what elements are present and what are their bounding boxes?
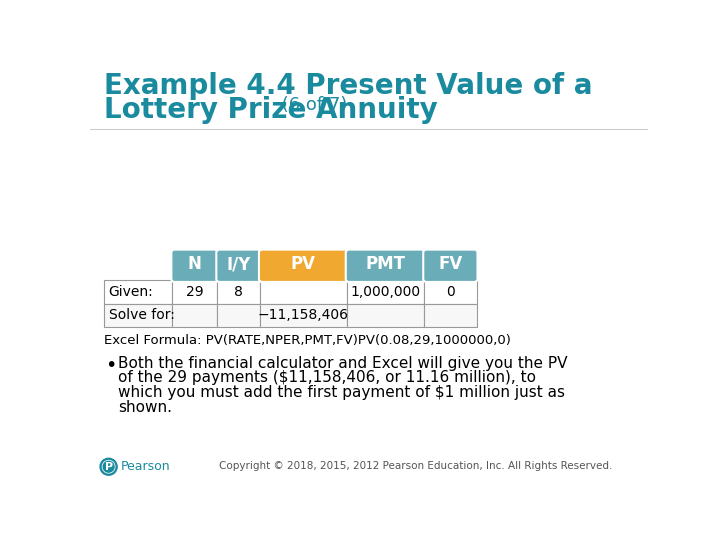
Circle shape <box>100 458 117 475</box>
Text: which you must add the first payment of $1 million just as: which you must add the first payment of … <box>118 385 565 400</box>
Text: 8: 8 <box>234 285 243 299</box>
Text: of the 29 payments ($11,158,406, or 11.16 million), to: of the 29 payments ($11,158,406, or 11.1… <box>118 370 536 386</box>
Text: 29: 29 <box>186 285 204 299</box>
Text: Excel Formula: PV(RATE,NPER,PMT,FV)PV(0.08,29,1000000,0): Excel Formula: PV(RATE,NPER,PMT,FV)PV(0.… <box>104 334 510 347</box>
Bar <box>346 280 424 303</box>
Circle shape <box>102 461 114 473</box>
Text: PV: PV <box>291 255 315 273</box>
Bar <box>260 303 346 327</box>
Text: •: • <box>106 356 117 375</box>
Text: Pearson: Pearson <box>121 460 171 473</box>
Bar <box>172 280 217 303</box>
FancyBboxPatch shape <box>171 249 218 282</box>
Text: Solve for:: Solve for: <box>109 308 174 322</box>
Text: Copyright © 2018, 2015, 2012 Pearson Education, Inc. All Rights Reserved.: Copyright © 2018, 2015, 2012 Pearson Edu… <box>219 461 612 471</box>
Text: shown.: shown. <box>118 400 172 415</box>
Text: Example 4.4 Present Value of a: Example 4.4 Present Value of a <box>104 72 593 100</box>
Bar <box>172 303 217 327</box>
Circle shape <box>103 461 114 472</box>
Bar <box>217 303 260 327</box>
Text: −11,158,406: −11,158,406 <box>258 308 348 322</box>
Text: Both the financial calculator and Excel will give you the PV: Both the financial calculator and Excel … <box>118 356 567 371</box>
FancyBboxPatch shape <box>259 249 347 282</box>
Bar <box>104 303 172 327</box>
Bar <box>260 280 346 303</box>
Bar <box>217 280 260 303</box>
Text: (6 of 7): (6 of 7) <box>276 96 347 113</box>
Text: 1,000,000: 1,000,000 <box>350 285 420 299</box>
Text: FV: FV <box>438 255 462 273</box>
FancyBboxPatch shape <box>346 249 425 282</box>
Text: Given:: Given: <box>109 285 153 299</box>
FancyBboxPatch shape <box>423 249 477 282</box>
Text: Lottery Prize Annuity: Lottery Prize Annuity <box>104 96 438 124</box>
Text: N: N <box>188 255 202 273</box>
Bar <box>346 303 424 327</box>
Text: P: P <box>104 462 112 472</box>
Text: PMT: PMT <box>365 255 405 273</box>
FancyBboxPatch shape <box>216 249 261 282</box>
Text: 0: 0 <box>446 285 455 299</box>
Bar <box>104 280 172 303</box>
Text: I/Y: I/Y <box>226 255 251 273</box>
Bar <box>424 303 477 327</box>
Bar <box>424 280 477 303</box>
